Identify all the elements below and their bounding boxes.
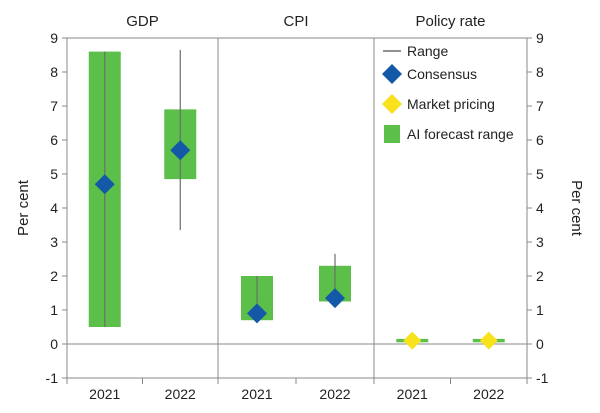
y-tick-label-left: 1 [50,302,58,318]
y-tick-label-left: 6 [50,132,58,148]
y-tick-label-left: 3 [50,234,58,250]
consensus-marker [325,288,345,309]
chart-axes: -1 -1 0 0 1 1 2 2 3 3 4 4 5 5 6 6 7 7 8 8 9 9 Per cent Per cent… [15,13,585,402]
y-tick-label-right: 6 [536,132,544,148]
y-tick-label-right: 4 [536,200,544,216]
plot-frame [66,37,528,379]
y-tick-label-right: 9 [536,30,544,46]
y-axis-label-left: Per cent [15,179,32,236]
legend-label: Range [407,43,448,59]
y-tick-label-right: 1 [536,302,544,318]
y-tick-label-left: 7 [50,98,58,114]
y-tick-label-right: 8 [536,64,544,80]
y-tick-label-left: 4 [50,200,58,216]
y-tick-label-right: 3 [536,234,544,250]
chart-marks [88,49,505,350]
legend-swatch-market-pricing [382,94,402,114]
y-tick-label-left: 9 [50,30,58,46]
legend-label: AI forecast range [407,126,514,142]
panel-title: Policy rate [415,13,485,30]
legend-item-consensus: Consensus [382,64,477,84]
x-tick-label: 2022 [473,386,504,402]
y-tick-label-left: 5 [50,166,58,182]
consensus-marker [94,174,115,195]
y-tick-label-right: -1 [536,370,549,386]
y-tick-label-left: -1 [46,370,59,386]
y-tick-label-right: 5 [536,166,544,182]
y-axis-label-right: Per cent [568,180,585,237]
y-tick-label-right: 2 [536,268,544,284]
market-pricing-marker [403,331,422,350]
panel-title: GDP [126,13,159,30]
consensus-marker [170,140,191,161]
legend-swatch-ai-forecast-range [384,125,400,143]
legend-item-ai-forecast-range: AI forecast range [384,125,514,143]
x-tick-label: 2021 [241,386,272,402]
panel-title: CPI [283,13,308,30]
market-pricing-marker [479,331,498,350]
y-tick-label-left: 2 [50,268,58,284]
legend-swatch-consensus [382,64,402,84]
y-tick-label-right: 7 [536,98,544,114]
y-tick-label-left: 8 [50,64,58,80]
legend-label: Market pricing [407,96,495,112]
x-tick-label: 2022 [319,386,350,402]
legend-label: Consensus [407,66,477,82]
plot-border [66,37,528,379]
x-tick-label: 2022 [165,386,196,402]
y-tick-label-right: 0 [536,336,544,352]
x-tick-label: 2021 [397,386,428,402]
legend: Range Consensus Market pricing AI forecast … [382,43,514,143]
legend-item-market-pricing: Market pricing [382,94,495,114]
consensus-marker [247,303,267,324]
legend-item-range: Range [383,43,448,59]
y-tick-label-left: 0 [50,336,58,352]
x-tick-label: 2021 [89,386,120,402]
